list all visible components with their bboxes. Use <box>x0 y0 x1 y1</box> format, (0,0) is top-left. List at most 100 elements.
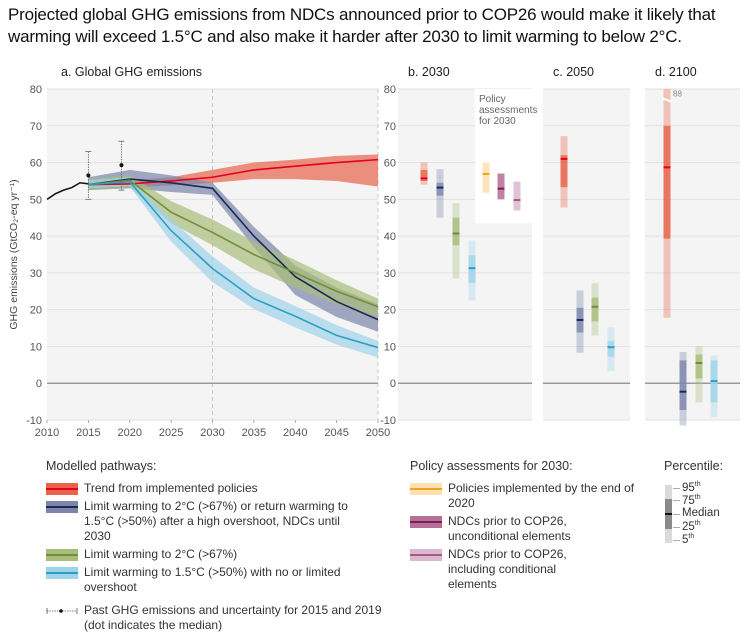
y-tick-label: -10 <box>380 415 396 427</box>
panel-c-title: c. 2050 <box>553 65 594 79</box>
line-red <box>88 158 379 186</box>
x-tick-label: 2030 <box>200 427 224 439</box>
box-median-blue <box>468 267 476 270</box>
y-tick-label: 70 <box>384 121 396 133</box>
y-tick-label: 40 <box>384 231 396 243</box>
legend-item-green: Limit warming to 2°C (>67%) <box>46 547 396 562</box>
green-swatch-icon <box>46 549 78 561</box>
y-tick-label: 70 <box>30 121 42 133</box>
box-median-yellow <box>482 172 490 175</box>
x-tick-label: 2020 <box>118 427 142 439</box>
box-median-red <box>663 166 671 169</box>
legend-label: Limit warming to 2°C (>67%) <box>84 547 238 561</box>
box-iqr-red <box>560 155 568 188</box>
y-tick-label: 10 <box>30 341 42 353</box>
box-median-pink <box>513 199 521 202</box>
line-navy <box>88 178 379 321</box>
panel-a-title: a. Global GHG emissions <box>61 65 202 79</box>
legend-item-navy: Limit warming to 2°C (>67%) or return wa… <box>46 499 396 544</box>
legend-policy: Policy assessments for 2030: Policies im… <box>410 459 650 595</box>
panel-d-background <box>645 89 740 420</box>
y-tick-label: 80 <box>384 84 396 96</box>
y-tick-label: 50 <box>30 194 42 206</box>
x-tick-label: 2035 <box>242 427 266 439</box>
box-median-green <box>452 232 460 235</box>
errorbar-icon <box>46 605 78 617</box>
inset-label-line: assessments <box>479 105 537 116</box>
y-tick-label: -10 <box>26 415 42 427</box>
y-tick-label: 30 <box>30 268 42 280</box>
x-tick-label: 2025 <box>159 427 183 439</box>
legend-label: Limit warming to 1.5°C (>50%) with no or… <box>84 565 341 594</box>
x-tick-label: 2015 <box>76 427 100 439</box>
box-iqr-navy <box>436 182 444 196</box>
y-tick-label: 10 <box>384 341 396 353</box>
inset-label-line: for 2030 <box>479 116 516 127</box>
box-iqr-blue <box>607 340 615 357</box>
pink-swatch-icon <box>410 549 442 561</box>
y-tick-label: 60 <box>30 158 42 170</box>
percentile-95-label: 95th <box>682 481 701 494</box>
legend-label: NDCs prior to COP26, including condition… <box>448 547 567 591</box>
y-tick-label: 0 <box>36 378 42 390</box>
line-green <box>88 179 379 308</box>
y-tick-label: 50 <box>384 194 396 206</box>
y-axis-label: GHG emissions (GtCO₂-eq yr⁻¹) <box>8 179 20 329</box>
legend-label: Limit warming to 2°C (>67%) or return wa… <box>84 499 348 543</box>
box-iqr-navy <box>679 360 687 411</box>
legend-label: Policies implemented by the end of 2020 <box>448 481 635 510</box>
navy-swatch-icon <box>46 501 78 513</box>
band-blue <box>88 177 378 358</box>
x-tick-label: 2050 <box>366 427 390 439</box>
y-tick-label: 60 <box>384 158 396 170</box>
box-iqr-purple <box>497 173 505 200</box>
box-median-blue <box>607 346 615 349</box>
legend-item-blue: Limit warming to 1.5°C (>50%) with no or… <box>46 565 396 595</box>
median-dot-2015 <box>86 173 91 178</box>
legend-modelled: Modelled pathways: Trend from implemente… <box>46 459 396 636</box>
x-tick-label: 2045 <box>324 427 348 439</box>
box-median-red <box>560 157 568 160</box>
legend-policy-header: Policy assessments for 2030: <box>410 459 573 473</box>
box-iqr-pink <box>513 181 521 211</box>
yellow-swatch-icon <box>410 483 442 495</box>
legend-item-pink: NDCs prior to COP26, including condition… <box>410 547 650 592</box>
legend-item-purple: NDCs prior to COP26, unconditional eleme… <box>410 514 650 544</box>
x-tick-label: 2010 <box>35 427 59 439</box>
legend-item-yellow: Policies implemented by the end of 2020 <box>410 481 650 511</box>
percentile-median-label: Median <box>682 507 720 519</box>
y-tick-label: 20 <box>30 305 42 317</box>
panel-d-title: d. 2100 <box>655 65 697 79</box>
policy-inset-background <box>475 89 532 224</box>
line-blue <box>88 180 379 349</box>
red-swatch-icon <box>46 483 78 495</box>
legend-label: Past GHG emissions and uncertainty for 2… <box>84 603 382 632</box>
line-history <box>46 182 89 200</box>
inset-label-line: Policy <box>479 94 506 105</box>
purple-swatch-icon <box>410 516 442 528</box>
legend-label: Trend from implemented policies <box>84 481 258 495</box>
percentile-25-label: 25th <box>682 520 701 533</box>
panel-c-background <box>543 89 630 420</box>
legend-item-red: Trend from implemented policies <box>46 481 396 496</box>
box-iqr-green <box>695 354 703 379</box>
y-tick-label: 40 <box>30 231 42 243</box>
break-value-label: 88 <box>673 89 682 98</box>
box-median-red <box>420 177 428 180</box>
box-median-navy <box>679 390 687 393</box>
box-median-green <box>695 361 703 364</box>
axis-break <box>661 97 673 103</box>
x-tick-label: 2040 <box>283 427 307 439</box>
box-median-navy <box>576 318 584 321</box>
legend-percentile-header: Percentile: <box>664 459 724 473</box>
percentile-5-label: 5th <box>682 533 695 546</box>
y-tick-label: 0 <box>390 378 396 390</box>
chart-canvas: a. Global GHG emissions80706050403020100… <box>8 65 740 439</box>
box-median-blue <box>710 380 718 383</box>
median-dot-2019 <box>119 163 124 168</box>
box-median-purple <box>497 187 505 190</box>
legend-modelled-header: Modelled pathways: <box>46 459 157 473</box>
box-iqr-red <box>420 169 428 181</box>
legend-percentile: Percentile: 95th 75th Median 25th 5th <box>664 459 754 579</box>
y-tick-label: 80 <box>30 84 42 96</box>
